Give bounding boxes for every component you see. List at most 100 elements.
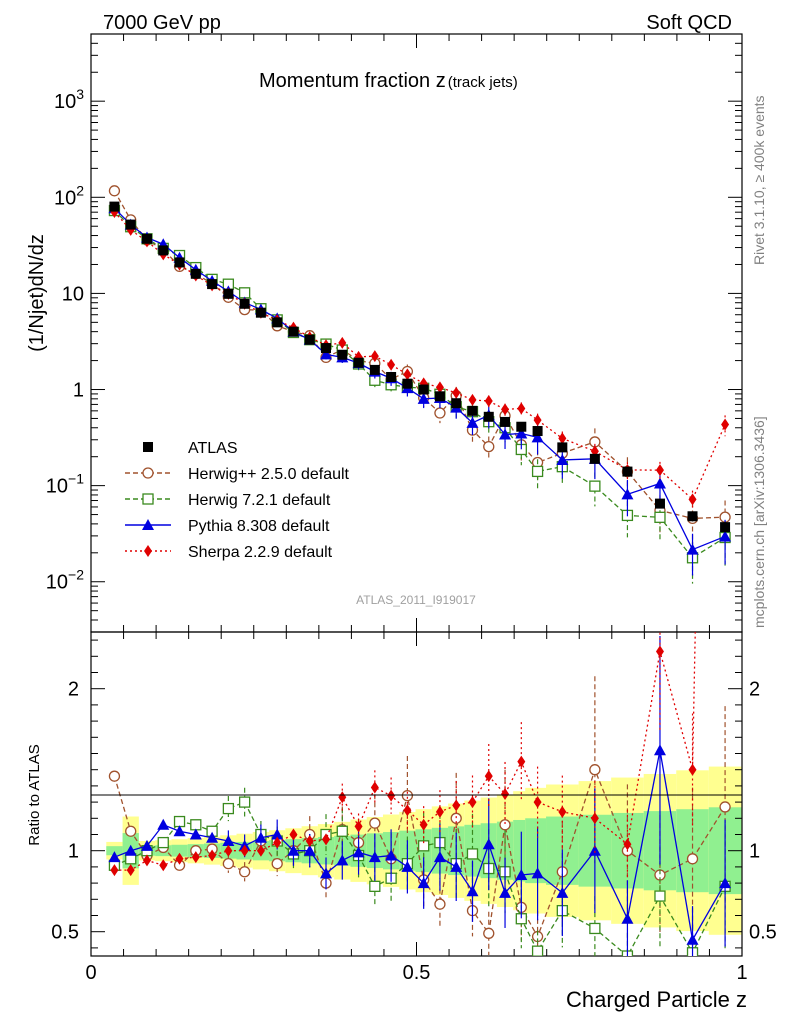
atlas-point xyxy=(467,405,478,416)
legend: ATLAS Herwig++ 2.5.0 default Herwig 7.2.1 … xyxy=(125,440,350,561)
sherpa-ratio-point xyxy=(517,755,526,768)
sherpa-ratio-point xyxy=(338,791,347,804)
pythia-point xyxy=(719,530,732,542)
pythia-ratio-point xyxy=(140,839,153,851)
herwig-ratio-point xyxy=(190,819,202,831)
pythia-ratio-point xyxy=(157,818,170,830)
legend-marker-sherpa xyxy=(144,545,152,557)
pythia-ratio-point xyxy=(515,869,528,880)
sherpa-ratio-point xyxy=(370,781,379,794)
herwig-ratio-point xyxy=(686,853,699,865)
sherpa-ratio-point xyxy=(175,852,184,865)
pythia-ratio-point xyxy=(466,885,479,897)
sherpa-ratio-point xyxy=(655,645,664,658)
sherpa-ratio-point xyxy=(501,788,510,800)
pythia-ratio-point xyxy=(686,933,699,945)
herwig-ratio-point xyxy=(369,817,381,829)
pythia-ratio-point xyxy=(719,877,732,889)
atlas-point xyxy=(483,411,494,422)
sherpa-point xyxy=(468,393,477,406)
pythia-ratio-point xyxy=(556,886,569,898)
atlas-point xyxy=(174,257,185,268)
pythia-ratio-point xyxy=(222,834,235,846)
pythia-ratio-point xyxy=(320,867,333,879)
y-tick-label: 1 xyxy=(73,380,84,402)
sherpa-point xyxy=(403,368,412,381)
analysis-label: ATLAS_2011_I919017 xyxy=(356,593,476,607)
legend-label-sherpa: Sherpa 2.2.9 default xyxy=(188,544,333,561)
herwig-point xyxy=(238,287,251,299)
ratio-tick-label-right: 2 xyxy=(749,679,760,701)
atlas-point xyxy=(288,326,299,337)
legend-label-atlas: ATLAS xyxy=(188,440,238,457)
herwig-ratio-point xyxy=(589,764,601,776)
sherpa-point xyxy=(435,381,444,394)
pythia-ratio-point xyxy=(499,886,512,898)
atlas-point xyxy=(386,371,397,382)
y-tick-label: 10−2 xyxy=(46,567,84,594)
sherpa-point xyxy=(533,414,542,427)
pythia-ratio-point xyxy=(621,912,634,924)
atlas-point xyxy=(654,498,665,509)
sherpa-ratio-point xyxy=(208,849,217,862)
pythia-ratio-point xyxy=(385,849,398,861)
pythia-ratio-point xyxy=(124,844,137,856)
atlas-point xyxy=(720,522,731,533)
pythia-point xyxy=(531,431,544,443)
legend-marker-herwig xyxy=(142,467,154,479)
herwig-point xyxy=(654,511,666,523)
sherpa-ratio-point xyxy=(126,864,135,877)
pythia-ratio-point xyxy=(189,828,202,840)
pythia-ratio-point xyxy=(271,828,284,840)
sherpa-ratio-point xyxy=(289,828,298,841)
ratio-band-green xyxy=(106,846,123,856)
herwig-ratio-point xyxy=(466,848,479,860)
atlas-point xyxy=(532,426,543,437)
sherpa-ratio-point xyxy=(240,844,249,857)
atlas-point xyxy=(516,421,527,432)
herwig-ratio-point xyxy=(450,812,462,824)
pythia-point xyxy=(499,428,512,440)
herwig-ratio-point xyxy=(173,815,186,828)
atlas-point xyxy=(589,453,600,464)
pythia-ratio-point xyxy=(588,844,601,856)
legend-marker-herwig xyxy=(142,493,154,505)
atlas-point xyxy=(451,398,462,409)
pythia-ratio-point xyxy=(206,831,219,843)
sherpa-ratio-point xyxy=(159,859,168,872)
pythia-ratio-point xyxy=(653,744,666,756)
header-energy-label: 7000 GeV pp xyxy=(103,12,221,34)
sherpa-point xyxy=(484,395,493,408)
ratio-tick-label: 1 xyxy=(68,841,79,863)
atlas-point xyxy=(434,391,445,402)
ratio-axis-label: Ratio to ATLAS xyxy=(26,744,43,845)
sherpa-ratio-point xyxy=(224,844,233,857)
herwig-ratio-point xyxy=(589,922,601,935)
herwig-point xyxy=(434,407,446,419)
sherpa-point xyxy=(452,386,461,399)
pythia-ratio-point xyxy=(303,844,316,856)
pythia-ratio-point xyxy=(336,854,349,866)
herwig-ratio-point xyxy=(222,858,235,870)
atlas-point xyxy=(557,442,568,453)
sherpa-ratio-point xyxy=(322,833,331,846)
x-tick-label: 0.5 xyxy=(403,962,431,984)
axis-ticks xyxy=(90,33,743,956)
atlas-point xyxy=(255,307,266,318)
sherpa-point xyxy=(688,493,697,506)
sherpa-point xyxy=(338,336,347,349)
y-tick-label: 102 xyxy=(54,182,84,209)
sherpa-point xyxy=(721,418,730,431)
pythia-ratio-point xyxy=(108,851,121,863)
pythia-ratio-point xyxy=(368,851,381,863)
atlas-point xyxy=(500,416,511,427)
atlas-point xyxy=(272,317,283,328)
y-tick-label: 103 xyxy=(54,86,84,113)
main-plot-frame xyxy=(90,33,743,633)
sherpa-ratio-point xyxy=(110,864,119,877)
sherpa-ratio-point xyxy=(256,844,265,857)
atlas-point xyxy=(125,219,136,230)
x-tick-label: 0 xyxy=(85,962,96,984)
legend-marker-atlas xyxy=(143,442,153,452)
x-tick-label: 1 xyxy=(736,962,747,984)
